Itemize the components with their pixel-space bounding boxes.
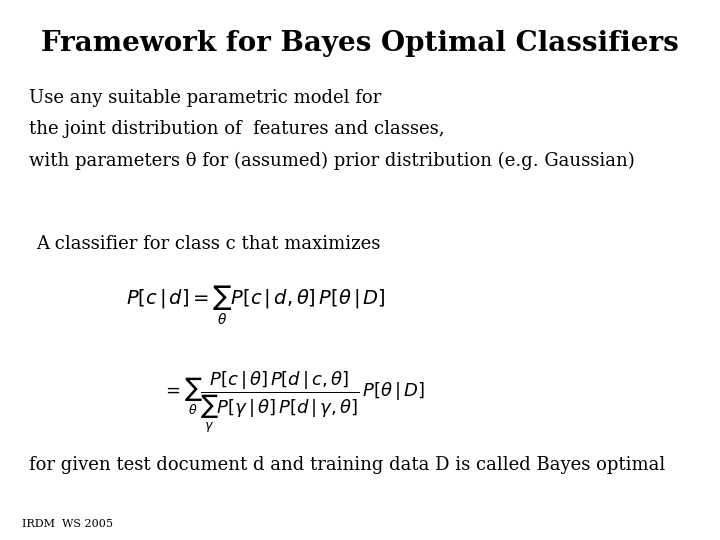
Text: with parameters θ for (assumed) prior distribution (e.g. Gaussian): with parameters θ for (assumed) prior di…	[29, 152, 634, 170]
Text: Framework for Bayes Optimal Classifiers: Framework for Bayes Optimal Classifiers	[41, 30, 679, 57]
Text: IRDM  WS 2005: IRDM WS 2005	[22, 519, 112, 530]
Text: $= \sum_{\theta} \dfrac{P[c\,|\,\theta]\,P[d\,|\,c,\theta]}{\sum_{\gamma} P[\gam: $= \sum_{\theta} \dfrac{P[c\,|\,\theta]\…	[162, 370, 425, 435]
Text: A classifier for class c that maximizes: A classifier for class c that maximizes	[36, 235, 380, 253]
Text: for given test document d and training data D is called Bayes optimal: for given test document d and training d…	[29, 456, 665, 474]
Text: $P[c\,|\,d] = \sum_{\theta} P[c\,|\,d,\theta]\, P[\theta\,|\,D]$: $P[c\,|\,d] = \sum_{\theta} P[c\,|\,d,\t…	[126, 284, 386, 327]
Text: Use any suitable parametric model for: Use any suitable parametric model for	[29, 89, 381, 107]
Text: the joint distribution of  features and classes,: the joint distribution of features and c…	[29, 120, 444, 138]
